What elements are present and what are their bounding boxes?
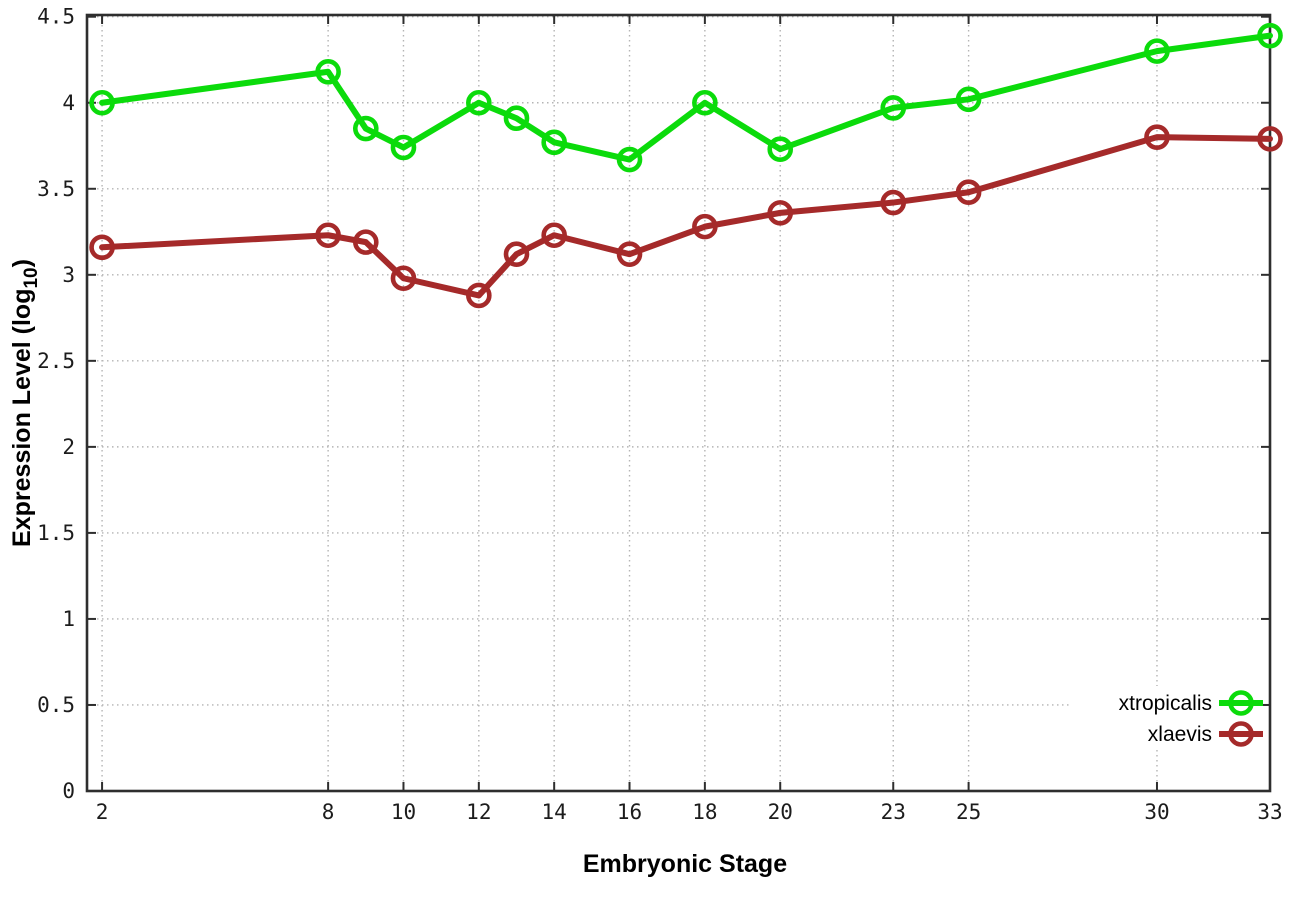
y-tick-label: 3 <box>62 263 75 287</box>
y-tick-label: 0.5 <box>37 693 75 717</box>
x-tick-label: 23 <box>881 800 906 824</box>
data-point-xlaevis <box>352 229 379 255</box>
y-tick-label: 2 <box>62 435 75 459</box>
data-point-xtropicalis <box>89 89 115 116</box>
data-point-xlaevis <box>692 213 718 240</box>
data-point-xlaevis <box>955 179 982 206</box>
data-point-xlaevis <box>89 234 115 261</box>
data-point-xtropicalis <box>767 136 794 163</box>
plot-border <box>85 13 1272 793</box>
data-point-xlaevis <box>880 189 907 216</box>
data-point-xlaevis <box>315 222 341 249</box>
data-point-xtropicalis <box>880 95 907 121</box>
x-tick-label: 25 <box>956 800 981 824</box>
x-tick-label: 8 <box>322 800 335 824</box>
data-point-xtropicalis <box>390 134 417 161</box>
data-point-xtropicalis <box>541 129 567 156</box>
y-tick-label: 2.5 <box>37 349 75 373</box>
data-point-xlaevis <box>541 222 567 249</box>
data-point-xtropicalis <box>955 86 982 113</box>
legend-marker-xlaevis <box>1228 721 1254 747</box>
y-tick-label: 3.5 <box>37 177 75 201</box>
x-tick-label: 2 <box>96 800 109 824</box>
data-point-xlaevis <box>767 200 794 226</box>
legend-label-xtropicalis: xtropicalis <box>1119 692 1212 715</box>
x-tick-label: 33 <box>1257 800 1282 824</box>
series-line-xlaevis <box>99 134 1273 299</box>
data-point-xtropicalis <box>315 58 341 85</box>
data-point-xtropicalis <box>616 146 643 173</box>
data-point-xtropicalis <box>1144 38 1170 64</box>
x-tick-label: 10 <box>391 800 416 824</box>
data-point-xlaevis <box>616 241 643 267</box>
x-tick-label: 30 <box>1144 800 1169 824</box>
x-tick-label: 16 <box>617 800 642 824</box>
y-tick-label: 1.5 <box>37 521 75 545</box>
legend-label-xlaevis: xlaevis <box>1148 723 1212 746</box>
y-tick-label: 4.5 <box>37 5 75 29</box>
series-line-xtropicalis <box>99 32 1273 163</box>
data-point-xtropicalis <box>466 89 492 116</box>
x-tick-label: 12 <box>466 800 491 824</box>
data-point-xlaevis <box>1144 124 1170 150</box>
data-point-xtropicalis <box>352 115 379 142</box>
y-tick-label: 1 <box>62 607 75 631</box>
x-axis-title: Embryonic Stage <box>583 850 787 878</box>
legend-marker-xtropicalis <box>1228 690 1254 716</box>
y-tick-label: 4 <box>62 91 75 115</box>
data-point-xtropicalis <box>503 105 530 132</box>
data-point-xlaevis <box>390 265 417 292</box>
data-point-xlaevis <box>1257 126 1283 152</box>
x-tick-label: 18 <box>692 800 717 824</box>
data-point-xlaevis <box>503 241 530 267</box>
data-point-xtropicalis <box>692 89 718 116</box>
data-point-xlaevis <box>466 282 492 309</box>
x-tick-label: 14 <box>542 800 567 824</box>
y-axis-title: Expression Level (log10) <box>8 259 42 547</box>
data-point-xtropicalis <box>1257 22 1283 49</box>
x-tick-label: 20 <box>768 800 793 824</box>
y-tick-label: 0 <box>62 779 75 803</box>
